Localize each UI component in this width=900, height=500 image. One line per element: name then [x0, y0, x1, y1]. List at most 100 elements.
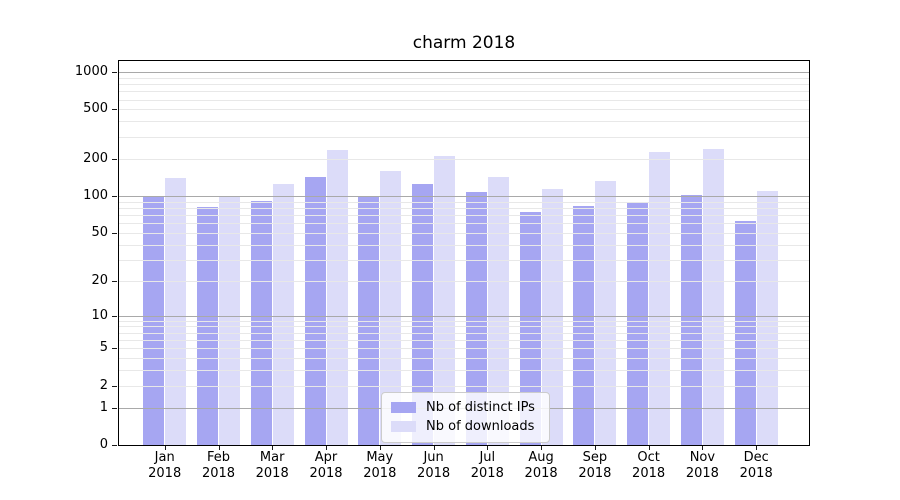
y-tick-mark	[112, 232, 117, 234]
y-tick-mark	[112, 195, 117, 197]
y-tick-label: 100	[83, 187, 108, 203]
bar-downloads	[595, 180, 617, 445]
x-tick-mark	[379, 446, 381, 450]
bar-distinct-ips	[627, 203, 649, 445]
minor-gridline	[119, 320, 809, 322]
x-tick-label: Mar 2018	[255, 450, 289, 481]
minor-gridline	[119, 121, 809, 123]
bar-distinct-ips	[680, 195, 702, 445]
major-gridline	[119, 72, 809, 73]
x-tick-label: Nov 2018	[685, 450, 719, 481]
bar-downloads	[219, 195, 240, 445]
minor-gridline	[119, 259, 809, 261]
minor-gridline	[119, 109, 809, 111]
minor-gridline	[119, 280, 809, 282]
minor-gridline	[119, 214, 809, 216]
bar-downloads	[702, 149, 724, 445]
minor-gridline	[119, 201, 809, 203]
minor-gridline	[119, 77, 809, 79]
minor-gridline	[119, 99, 809, 101]
x-tick-label: Jun 2018	[417, 450, 451, 481]
bar-downloads	[434, 156, 456, 445]
y-tick-mark	[112, 348, 117, 350]
y-tick-mark	[112, 72, 117, 73]
y-tick-label: 0	[99, 437, 108, 452]
x-tick-label: May 2018	[363, 450, 397, 481]
y-tick-mark	[112, 385, 117, 387]
x-tick-mark	[218, 446, 220, 450]
minor-gridline	[119, 340, 809, 341]
y-tick-label: 10	[91, 307, 108, 323]
y-tick-label: 50	[91, 224, 108, 240]
bar-distinct-ips	[304, 177, 326, 445]
y-tick-label: 20	[91, 272, 108, 288]
minor-gridline	[119, 348, 809, 350]
minor-gridline	[119, 158, 809, 160]
minor-gridline	[119, 326, 809, 328]
y-tick-mark	[112, 109, 117, 111]
y-tick-label: 200	[83, 150, 108, 166]
x-tick-mark	[487, 446, 489, 450]
bar-distinct-ips	[412, 183, 434, 445]
minor-gridline	[119, 358, 809, 360]
minor-gridline	[119, 84, 809, 86]
bar-downloads	[756, 190, 778, 445]
bar-distinct-ips	[358, 195, 380, 445]
x-tick-mark	[541, 446, 543, 450]
bar-distinct-ips	[465, 192, 487, 445]
x-tick-label: Dec 2018	[739, 450, 773, 481]
x-tick-mark	[164, 446, 166, 450]
chart-title: charm 2018	[412, 33, 516, 53]
minor-gridline	[119, 332, 809, 334]
bar-downloads	[380, 171, 402, 445]
legend-label: Nb of downloads	[426, 419, 535, 434]
minor-gridline	[119, 91, 809, 93]
major-gridline	[119, 195, 809, 197]
bar-downloads	[487, 176, 509, 445]
y-tick-label: 1000	[74, 64, 108, 79]
minor-gridline	[119, 223, 809, 225]
legend-row: Nb of downloads	[391, 417, 535, 436]
major-gridline	[119, 315, 809, 317]
y-tick-mark	[112, 158, 117, 160]
minor-gridline	[119, 207, 809, 209]
minor-gridline	[119, 244, 809, 246]
legend-swatch-icon	[391, 402, 416, 413]
bar-distinct-ips	[573, 205, 595, 445]
x-tick-label: Apr 2018	[309, 450, 343, 481]
legend: Nb of distinct IPs Nb of downloads	[381, 392, 550, 443]
y-tick-label: 1	[99, 399, 108, 415]
y-tick-mark	[112, 445, 117, 446]
x-tick-mark	[702, 446, 704, 450]
bar-distinct-ips	[250, 200, 272, 445]
x-tick-mark	[648, 446, 650, 450]
x-tick-label: Feb 2018	[201, 450, 236, 481]
y-tick-label: 5	[99, 340, 108, 356]
bar-distinct-ips	[143, 195, 165, 445]
legend-row: Nb of distinct IPs	[391, 398, 535, 417]
y-tick-label: 2	[99, 377, 108, 393]
x-tick-mark	[272, 446, 274, 450]
y-tick-label: 500	[83, 101, 108, 117]
y-tick-mark	[112, 407, 117, 409]
bar-downloads	[326, 150, 348, 445]
x-tick-label: Jul 2018	[470, 450, 504, 481]
bar-distinct-ips	[197, 207, 218, 445]
x-tick-mark	[433, 446, 435, 450]
x-tick-label: Aug 2018	[524, 450, 558, 481]
bar-distinct-ips	[519, 211, 541, 445]
minor-gridline	[119, 370, 809, 372]
x-tick-label: Oct 2018	[632, 450, 666, 481]
x-tick-label: Jan 2018	[148, 450, 182, 481]
bar-downloads	[649, 152, 671, 445]
bar-downloads	[165, 177, 187, 445]
bar-downloads	[541, 189, 563, 445]
legend-label: Nb of distinct IPs	[426, 400, 535, 415]
bar-downloads	[272, 183, 294, 445]
x-tick-mark	[326, 446, 327, 450]
y-tick-mark	[112, 315, 117, 317]
x-tick-label: Sep 2018	[578, 450, 612, 481]
x-tick-mark	[756, 446, 758, 450]
x-tick-mark	[594, 446, 596, 450]
